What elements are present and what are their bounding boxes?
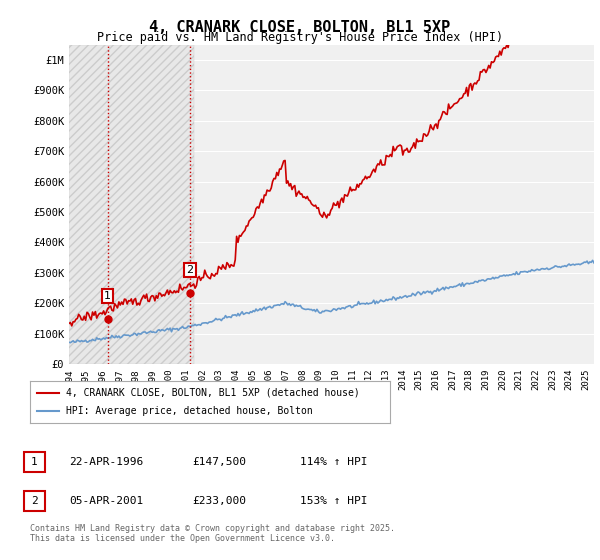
Text: 1: 1 (31, 457, 38, 467)
Text: 153% ↑ HPI: 153% ↑ HPI (300, 496, 367, 506)
Text: 4, CRANARK CLOSE, BOLTON, BL1 5XP (detached house): 4, CRANARK CLOSE, BOLTON, BL1 5XP (detac… (66, 388, 360, 398)
Text: 4, CRANARK CLOSE, BOLTON, BL1 5XP: 4, CRANARK CLOSE, BOLTON, BL1 5XP (149, 20, 451, 35)
FancyBboxPatch shape (24, 452, 45, 472)
Text: Contains HM Land Registry data © Crown copyright and database right 2025.
This d: Contains HM Land Registry data © Crown c… (30, 524, 395, 543)
Text: 05-APR-2001: 05-APR-2001 (69, 496, 143, 506)
FancyBboxPatch shape (24, 491, 45, 511)
Text: £233,000: £233,000 (192, 496, 246, 506)
Text: Price paid vs. HM Land Registry's House Price Index (HPI): Price paid vs. HM Land Registry's House … (97, 31, 503, 44)
Text: 2: 2 (187, 265, 194, 275)
Text: 114% ↑ HPI: 114% ↑ HPI (300, 457, 367, 467)
Text: 1: 1 (104, 291, 111, 301)
Text: HPI: Average price, detached house, Bolton: HPI: Average price, detached house, Bolt… (66, 406, 313, 416)
Text: 2: 2 (31, 496, 38, 506)
Text: £147,500: £147,500 (192, 457, 246, 467)
Text: 22-APR-1996: 22-APR-1996 (69, 457, 143, 467)
